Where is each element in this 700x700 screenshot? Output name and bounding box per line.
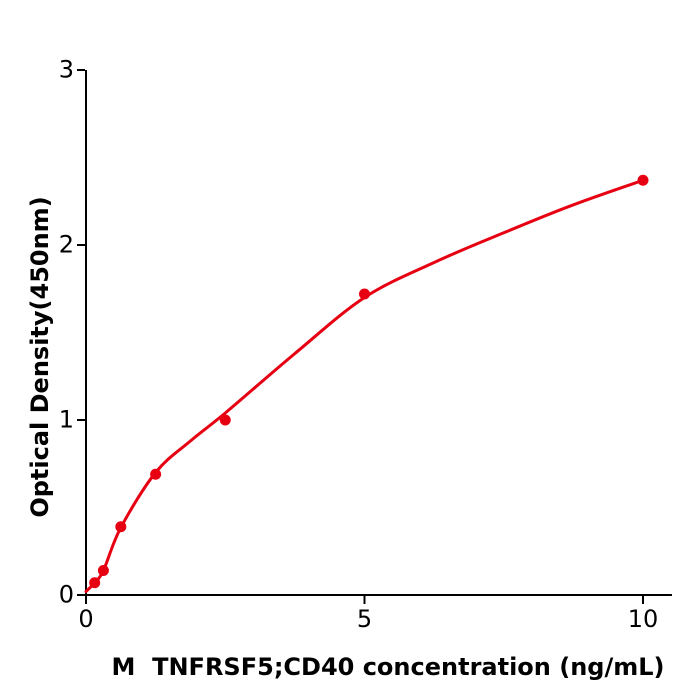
data-point <box>89 577 101 589</box>
data-point <box>637 174 649 186</box>
y-tick-label: 3 <box>58 55 74 84</box>
y-tick-label: 1 <box>58 405 74 434</box>
y-tick-label: 2 <box>58 230 74 259</box>
data-point <box>219 414 231 426</box>
data-point <box>115 521 127 533</box>
x-tick-label: 10 <box>627 605 659 633</box>
data-point <box>97 565 109 576</box>
data-point <box>150 468 162 480</box>
x-tick-label: 0 <box>78 605 94 633</box>
data-point <box>359 288 370 300</box>
fit-curve <box>84 178 645 593</box>
y-tick-label: 0 <box>58 580 74 609</box>
x-tick-label: 5 <box>356 605 373 633</box>
x-axis-title: M TNFRSF5;CD40 concentration (ng/mL) <box>111 653 665 681</box>
